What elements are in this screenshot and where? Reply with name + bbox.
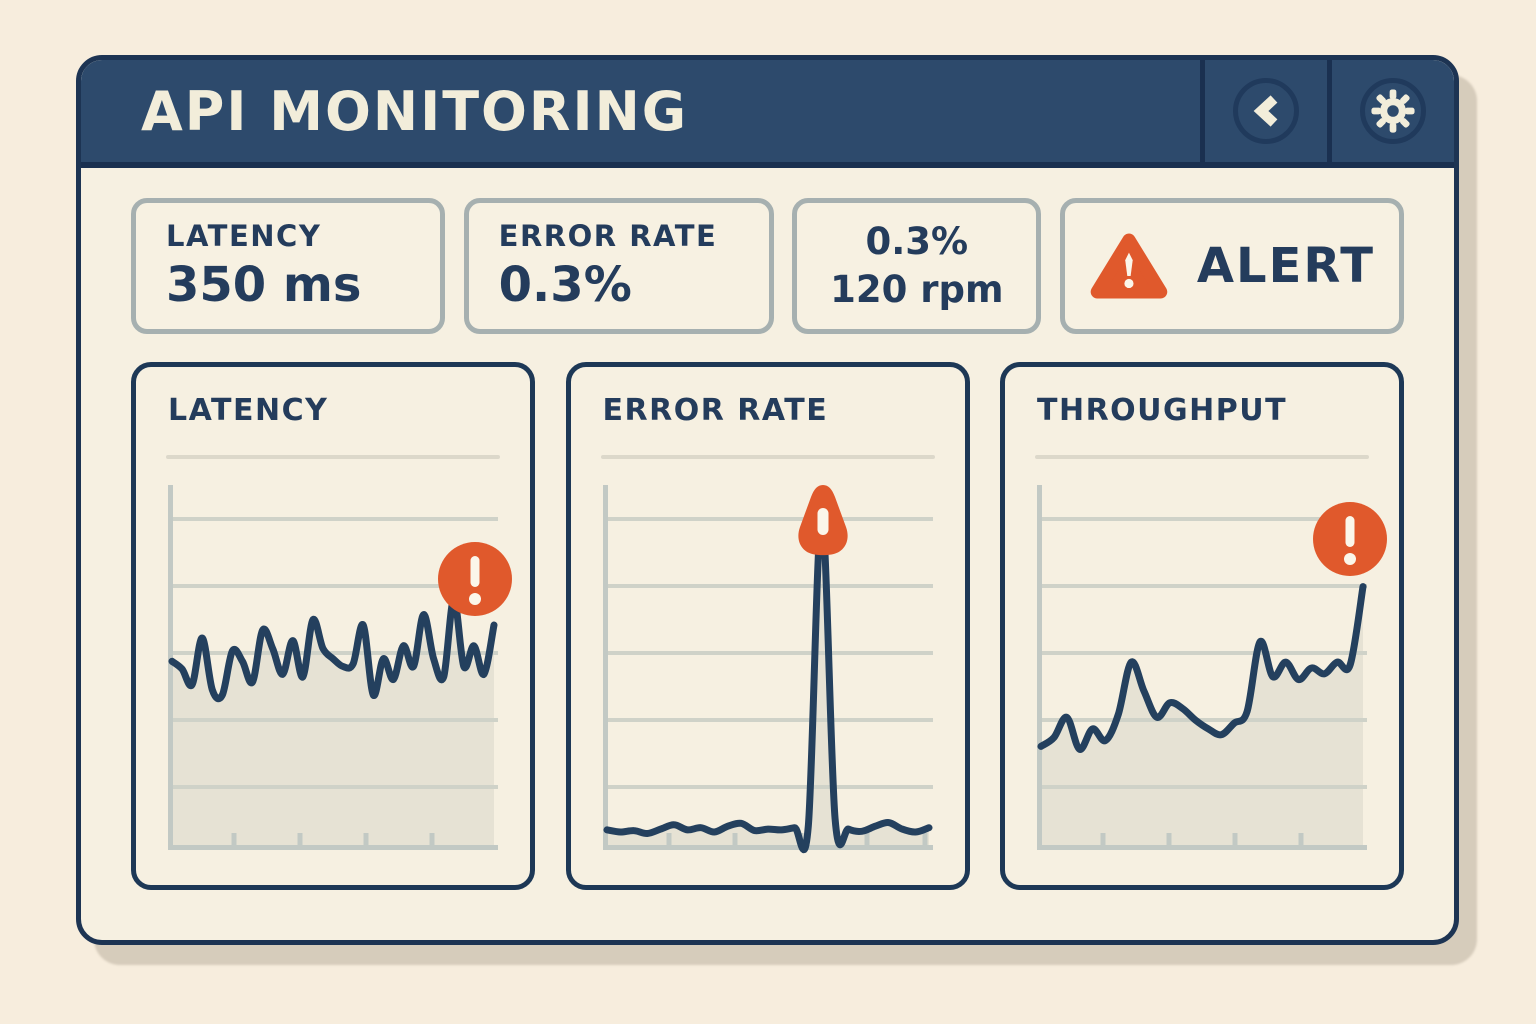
back-button-cell — [1200, 60, 1327, 162]
gear-icon — [1371, 89, 1415, 133]
stat-card-summary: 0.3% 120 rpm — [792, 198, 1042, 334]
warning-triangle-icon — [1090, 233, 1168, 299]
stat-value: 0.3% — [498, 257, 632, 313]
stats-row: LATENCY 350 ms ERROR RATE 0.3% 0.3% 120 … — [81, 168, 1454, 334]
stat-value: 350 ms — [166, 257, 362, 313]
back-button[interactable] — [1233, 78, 1299, 144]
divider — [166, 455, 500, 459]
throughput-chart — [1037, 485, 1367, 850]
settings-button-cell — [1327, 60, 1454, 162]
alert-badge-icon[interactable] — [1313, 502, 1387, 576]
stat-value: 0.3% — [865, 219, 969, 263]
stat-card-latency: LATENCY 350 ms — [131, 198, 445, 334]
chart-panel-throughput: THROUGHPUT — [1000, 362, 1404, 890]
header-buttons — [1200, 60, 1454, 162]
divider — [600, 455, 935, 459]
alert-card[interactable]: ALERT — [1059, 198, 1404, 334]
stat-label: ERROR RATE — [498, 219, 718, 253]
latency-chart — [168, 485, 498, 850]
chart-title: ERROR RATE — [602, 393, 829, 428]
settings-button[interactable] — [1360, 78, 1426, 144]
chart-title: LATENCY — [168, 393, 329, 428]
divider — [1035, 455, 1369, 459]
stat-value: 120 rpm — [830, 268, 1004, 311]
alert-badge-icon[interactable] — [438, 542, 512, 616]
app-window: API MONITORING — [76, 55, 1459, 945]
page-title: API MONITORING — [141, 79, 689, 143]
chevron-left-icon — [1253, 95, 1278, 127]
chart-panel-error-rate: ERROR RATE — [565, 362, 970, 890]
alert-pin-icon[interactable] — [795, 483, 851, 561]
chart-title: THROUGHPUT — [1037, 393, 1288, 428]
title-bar: API MONITORING — [81, 60, 1454, 168]
stat-card-error-rate: ERROR RATE 0.3% — [463, 198, 774, 334]
charts-row: LATENCY ERROR RATE — [81, 334, 1454, 890]
chart-panel-latency: LATENCY — [131, 362, 535, 890]
error-rate-chart — [602, 485, 933, 854]
alert-label: ALERT — [1196, 238, 1375, 294]
stat-label: LATENCY — [166, 219, 322, 253]
